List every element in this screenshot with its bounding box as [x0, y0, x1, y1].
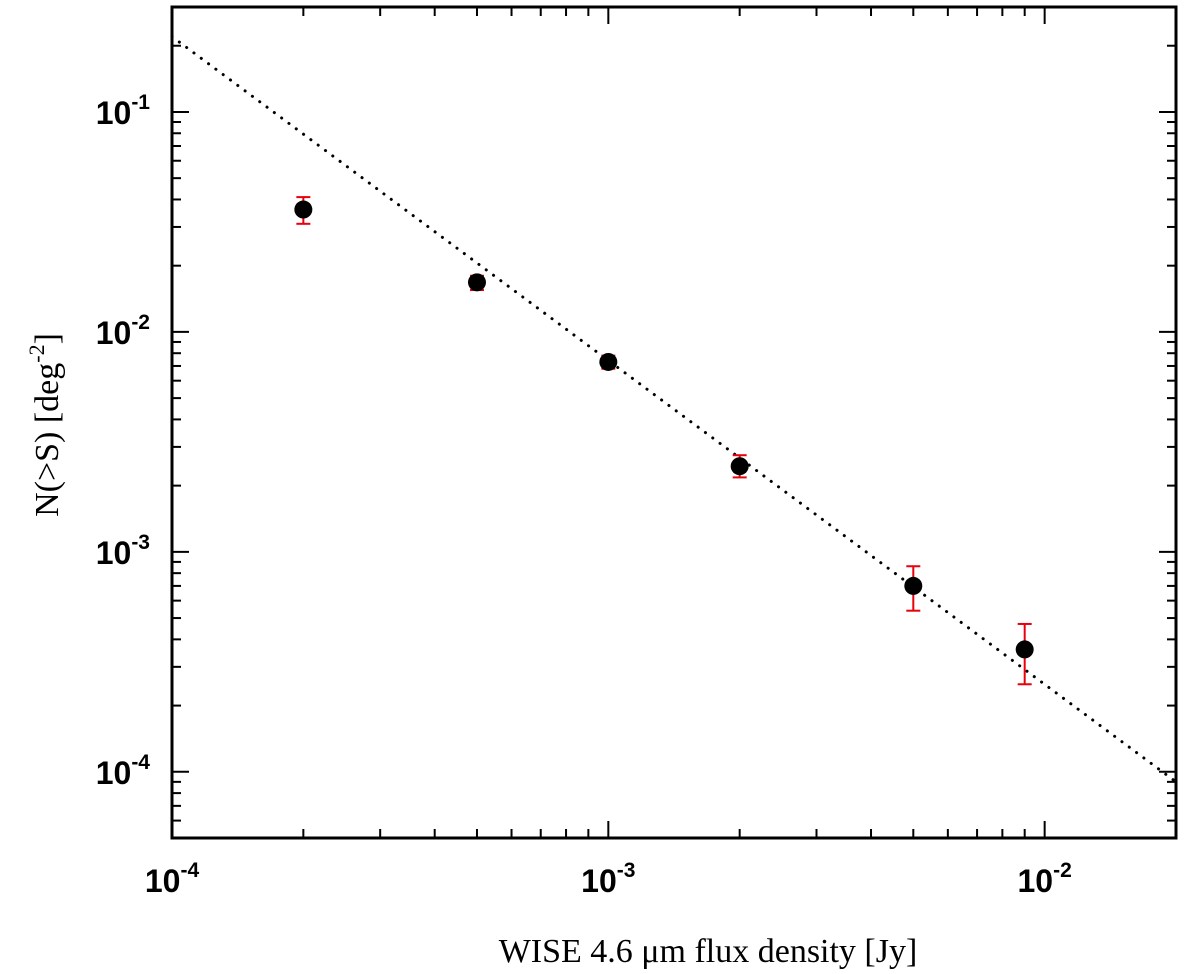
y-tick-base: 10 — [96, 535, 132, 571]
y-tick-label: 10-3 — [96, 531, 150, 571]
x-tick-exponent: -3 — [617, 859, 636, 882]
data-point — [294, 196, 313, 225]
x-axis-title: WISE 4.6 μm flux density [Jy] — [499, 933, 918, 970]
x-tick-base: 10 — [1018, 863, 1054, 899]
data-marker — [904, 576, 923, 595]
x-tick-base: 10 — [581, 863, 617, 899]
x-tick-base: 10 — [145, 863, 181, 899]
y-tick-exponent: -3 — [131, 531, 150, 554]
data-marker — [730, 457, 749, 476]
data-marker — [294, 200, 313, 219]
x-tick-label: 10-2 — [1018, 859, 1072, 899]
data-point — [467, 273, 486, 292]
data-point — [904, 565, 923, 612]
y-tick-base: 10 — [96, 315, 132, 351]
y-axis-title: N(>S) [deg-2] — [24, 333, 66, 517]
data-point — [1015, 622, 1034, 686]
y-tick-exponent: -2 — [131, 311, 150, 334]
y-tick-base: 10 — [96, 95, 132, 131]
data-points — [294, 196, 1034, 686]
y-tick-base: 10 — [96, 755, 132, 791]
data-marker — [599, 352, 618, 371]
x-tick-labels: 10-4 10-3 10-2 — [145, 859, 1072, 899]
y-axis-title-exp: -2 — [24, 344, 49, 362]
x-tick-exponent: -2 — [1053, 859, 1072, 882]
y-tick-exponent: -1 — [131, 91, 150, 114]
x-tick-label: 10-4 — [145, 859, 200, 899]
data-marker — [467, 273, 486, 292]
major-ticks — [171, 7, 1176, 838]
y-axis-title-main: N(>S) [deg — [29, 363, 66, 517]
data-point — [730, 454, 749, 479]
data-point — [599, 352, 618, 371]
y-tick-label: 10-1 — [96, 91, 151, 131]
minor-ticks — [172, 6, 1177, 839]
y-tick-label: 10-4 — [96, 751, 151, 791]
plot-frame — [170, 5, 1178, 840]
y-tick-exponent: -4 — [131, 751, 150, 774]
y-axis-title-suffix: ] — [29, 333, 66, 344]
fit-line — [170, 35, 1178, 784]
data-marker — [1015, 640, 1034, 659]
power-law-fit-line — [170, 35, 1178, 784]
x-tick-label: 10-3 — [581, 859, 635, 899]
x-tick-exponent: -4 — [180, 859, 199, 882]
y-tick-labels: 10-410-310-210-1 — [96, 91, 151, 791]
y-tick-label: 10-2 — [96, 311, 150, 351]
